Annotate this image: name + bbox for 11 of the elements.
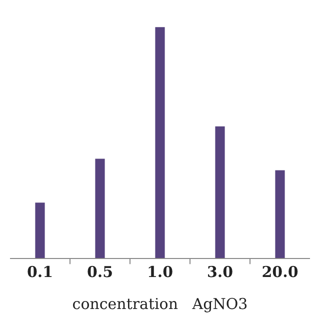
bar [35, 202, 45, 258]
x-tick-label: 3.0 [206, 263, 234, 281]
x-tick-label: 20.0 [262, 263, 298, 281]
bar [155, 27, 165, 258]
bar [95, 158, 105, 258]
bar [215, 126, 225, 258]
x-axis-title: concentration AgNO3 [72, 295, 248, 313]
bar [275, 170, 285, 258]
x-tick-label: 1.0 [146, 263, 174, 281]
x-tick-label: 0.1 [26, 263, 54, 281]
x-tick-label: 0.5 [86, 263, 114, 281]
